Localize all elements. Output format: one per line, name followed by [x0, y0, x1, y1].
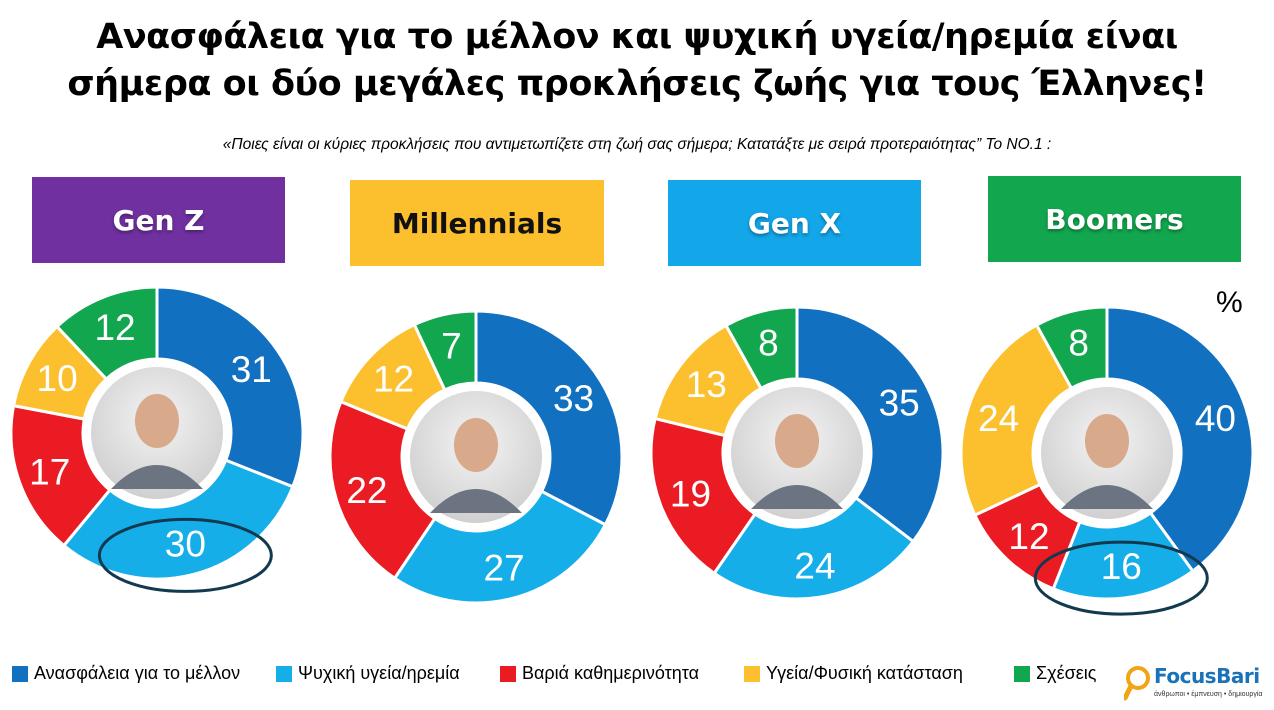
- millennials-slice-insecurity: [474, 309, 624, 527]
- gen-x-slice-relationships: [723, 305, 799, 391]
- millennials-slice-relationships: [412, 309, 478, 392]
- gen-z-highlight-ellipse: [97, 517, 273, 593]
- magnifier-icon: [1124, 666, 1150, 701]
- title-line-2: σήμερα οι δύο μεγάλες προκλήσεις ζωής γι…: [67, 64, 1207, 104]
- gen-x-portrait-head: [775, 414, 819, 468]
- legend-label: Ψυχική υγεία/ηρεμία: [298, 663, 460, 683]
- question-subtitle: «Ποιες είναι οι κύριες προκλήσεις που αν…: [222, 136, 1052, 153]
- gen-z-slice-insecurity: [155, 285, 305, 489]
- millennials-portrait-body: [430, 489, 522, 513]
- gen-x-value-insecurity: 35: [879, 382, 920, 423]
- gen-x-value-physical-health: 13: [686, 364, 727, 405]
- boomers-value-physical-health: 24: [978, 398, 1019, 439]
- legend-item-insecurity: Ανασφάλεια για το μέλλον: [12, 663, 240, 684]
- gen-z-value-heavy-daily-life: 17: [29, 452, 70, 493]
- legend-item-physical-health: Υγεία/Φυσική κατάσταση: [744, 663, 963, 684]
- millennials-slice-mental-health: [392, 489, 608, 605]
- title-line-1: Ανασφάλεια για το μέλλον και ψυχική υγεί…: [96, 17, 1178, 57]
- boomers-header: Boomers: [988, 176, 1241, 262]
- millennials-portrait-head: [454, 418, 498, 472]
- boomers-slice-relationships: [1034, 305, 1109, 391]
- gen-x-slice-heavy-daily-life: [649, 416, 758, 576]
- boomers-donut: 40 16 12 24 8: [959, 305, 1255, 616]
- gen-z-value-physical-health: 10: [37, 358, 78, 399]
- gen-z-value-mental-health: 30: [165, 523, 206, 564]
- gen-x-value-mental-health: 24: [794, 546, 835, 587]
- gen-x-slice-mental-health: [712, 495, 916, 601]
- legend-swatch: [744, 665, 760, 682]
- gen-x-slice-insecurity: [795, 305, 945, 544]
- millennials-value-relationships: 7: [441, 326, 462, 367]
- focusbari-logo: FocusBari άνθρωποι • έμπνευση • δημιουργ…: [1124, 662, 1264, 708]
- gen-z-value-relationships: 12: [94, 307, 135, 348]
- gen-x-donut: 35 24 19 13 8: [649, 305, 945, 601]
- gen-z-portrait-body: [111, 465, 203, 489]
- boomers-label: Boomers: [1045, 202, 1184, 236]
- millennials-donut: 33 27 22 12 7: [328, 309, 624, 605]
- legend-label: Βαριά καθημερινότητα: [522, 663, 700, 683]
- gen-z-donut: 31 30 17 10 12: [9, 285, 305, 593]
- gen-z-portrait-head: [135, 394, 179, 448]
- legend-swatch: [12, 665, 28, 682]
- gen-x-value-relationships: 8: [758, 323, 779, 364]
- legend-label: Υγεία/Φυσική κατάσταση: [766, 663, 963, 683]
- millennials-value-insecurity: 33: [553, 378, 594, 419]
- legend-item-heavy-daily-life: Βαριά καθημερινότητα: [500, 663, 699, 684]
- legend: Ανασφάλεια για το μέλλον Ψυχική υγεία/ηρ…: [0, 663, 1274, 693]
- millennials-value-mental-health: 27: [483, 547, 524, 588]
- gen-z-header: Gen Z: [32, 177, 285, 263]
- boomers-value-mental-health: 16: [1101, 546, 1142, 587]
- boomers-highlight-ellipse: [1033, 540, 1209, 616]
- boomers-portrait-body: [1061, 485, 1153, 509]
- legend-label: Ανασφάλεια για το μέλλον: [34, 663, 241, 683]
- gen-z-slice-relationships: [54, 285, 159, 382]
- boomers-portrait-head: [1085, 414, 1129, 468]
- boomers-value-insecurity: 40: [1195, 398, 1236, 439]
- millennials-label: Millennials: [391, 206, 563, 240]
- gen-z-label: Gen Z: [112, 203, 205, 237]
- gen-x-header: Gen X: [668, 180, 921, 266]
- legend-item-mental-health: Ψυχική υγεία/ηρεμία: [276, 663, 460, 684]
- millennials-value-heavy-daily-life: 22: [346, 470, 387, 511]
- millennials-value-physical-health: 12: [373, 358, 414, 399]
- gen-z-value-insecurity: 31: [231, 349, 272, 390]
- gen-x-label: Gen X: [747, 206, 842, 240]
- page-title: Ανασφάλεια για το μέλλον και ψυχική υγεί…: [0, 14, 1274, 108]
- millennials-header: Millennials: [350, 180, 604, 266]
- legend-item-relationships: Σχέσεις: [1014, 663, 1096, 684]
- percent-unit-label: %: [1216, 286, 1243, 319]
- logo-tagline: άνθρωποι • έμπνευση • δημιουργία: [1154, 691, 1263, 698]
- legend-swatch: [276, 665, 292, 682]
- boomers-value-heavy-daily-life: 12: [1008, 516, 1049, 557]
- logo-name: FocusBari: [1154, 664, 1260, 688]
- millennials-slice-heavy-daily-life: [328, 399, 437, 581]
- boomers-slice-insecurity: [1105, 305, 1255, 574]
- legend-label: Σχέσεις: [1036, 663, 1097, 683]
- boomers-value-relationships: 8: [1068, 323, 1089, 364]
- boomers-slice-physical-health: [959, 323, 1074, 518]
- gen-x-value-heavy-daily-life: 19: [670, 474, 711, 515]
- gen-x-portrait-body: [751, 485, 843, 509]
- legend-swatch: [1014, 665, 1030, 682]
- legend-swatch: [500, 665, 516, 682]
